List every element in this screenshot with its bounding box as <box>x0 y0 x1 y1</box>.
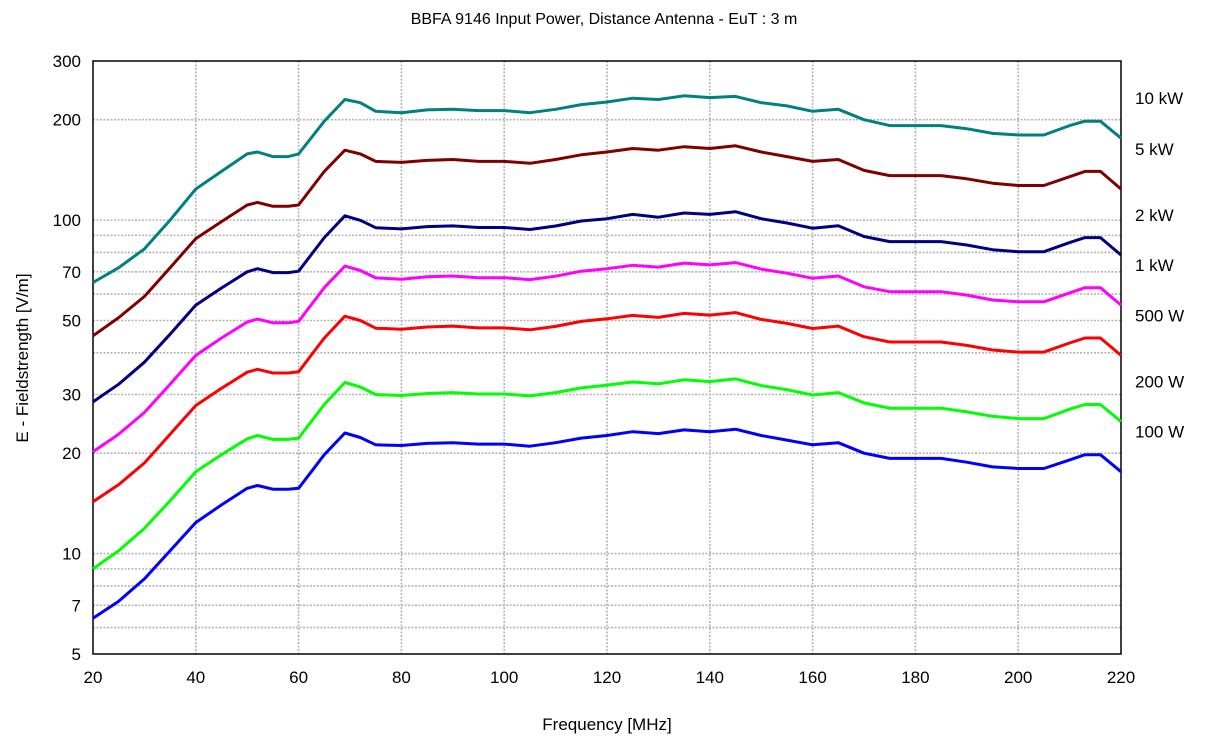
y-tick-label: 5 <box>72 645 81 664</box>
x-tick-label: 160 <box>798 668 826 687</box>
y-tick-label: 50 <box>62 312 81 331</box>
series-label-500-w: 500 W <box>1135 306 1184 325</box>
x-tick-label: 20 <box>84 668 103 687</box>
y-tick-label: 30 <box>62 385 81 404</box>
x-tick-label: 220 <box>1107 668 1135 687</box>
y-tick-label: 10 <box>62 545 81 564</box>
x-tick-label: 60 <box>289 668 308 687</box>
x-tick-label: 180 <box>901 668 929 687</box>
series-lines <box>92 94 1122 620</box>
x-tick-label: 120 <box>593 668 621 687</box>
series-line-10-kw <box>92 94 1122 284</box>
y-tick-label: 200 <box>53 111 81 130</box>
plot-frame <box>92 60 1122 655</box>
y-tick-label: 20 <box>62 444 81 463</box>
y-axis-label: E - Fieldstrength [V/m] <box>13 273 32 442</box>
series-label-200-w: 200 W <box>1135 372 1184 391</box>
y-tick-label: 300 <box>53 52 81 71</box>
series-line-100-w <box>92 427 1122 620</box>
chart-title: BBFA 9146 Input Power, Distance Antenna … <box>411 11 798 28</box>
series-line-5-kw <box>92 144 1122 338</box>
series-line-1-kw <box>92 261 1122 454</box>
series-labels: 10 kW 5 kW 2 kW 1 kW 500 W 200 W 100 W <box>1135 89 1184 441</box>
x-tick-label: 40 <box>186 668 205 687</box>
x-tick-label: 80 <box>392 668 411 687</box>
y-tick-label: 7 <box>72 596 81 615</box>
series-label-5-kw: 5 kW <box>1135 140 1174 159</box>
series-label-10-kw: 10 kW <box>1135 89 1183 108</box>
grid <box>93 61 1121 654</box>
series-label-1-kw: 1 kW <box>1135 256 1174 275</box>
y-tick-label: 70 <box>62 263 81 282</box>
y-tick-label: 100 <box>53 211 81 230</box>
x-tick-label: 140 <box>696 668 724 687</box>
x-tick-label: 100 <box>490 668 518 687</box>
x-tick-label: 200 <box>1004 668 1032 687</box>
x-axis-label: Frequency [MHz] <box>542 715 671 734</box>
y-axis: 5 7 10 20 30 50 70 100 200 300 <box>53 52 81 664</box>
series-label-100-w: 100 W <box>1135 423 1184 442</box>
series-label-2-kw: 2 kW <box>1135 206 1174 225</box>
x-axis: 20 40 60 80 100 120 140 160 180 200 220 <box>84 668 1136 687</box>
series-line-2-kw <box>92 210 1122 404</box>
series-line-500-w <box>92 311 1122 504</box>
series-line-200-w <box>92 377 1122 571</box>
